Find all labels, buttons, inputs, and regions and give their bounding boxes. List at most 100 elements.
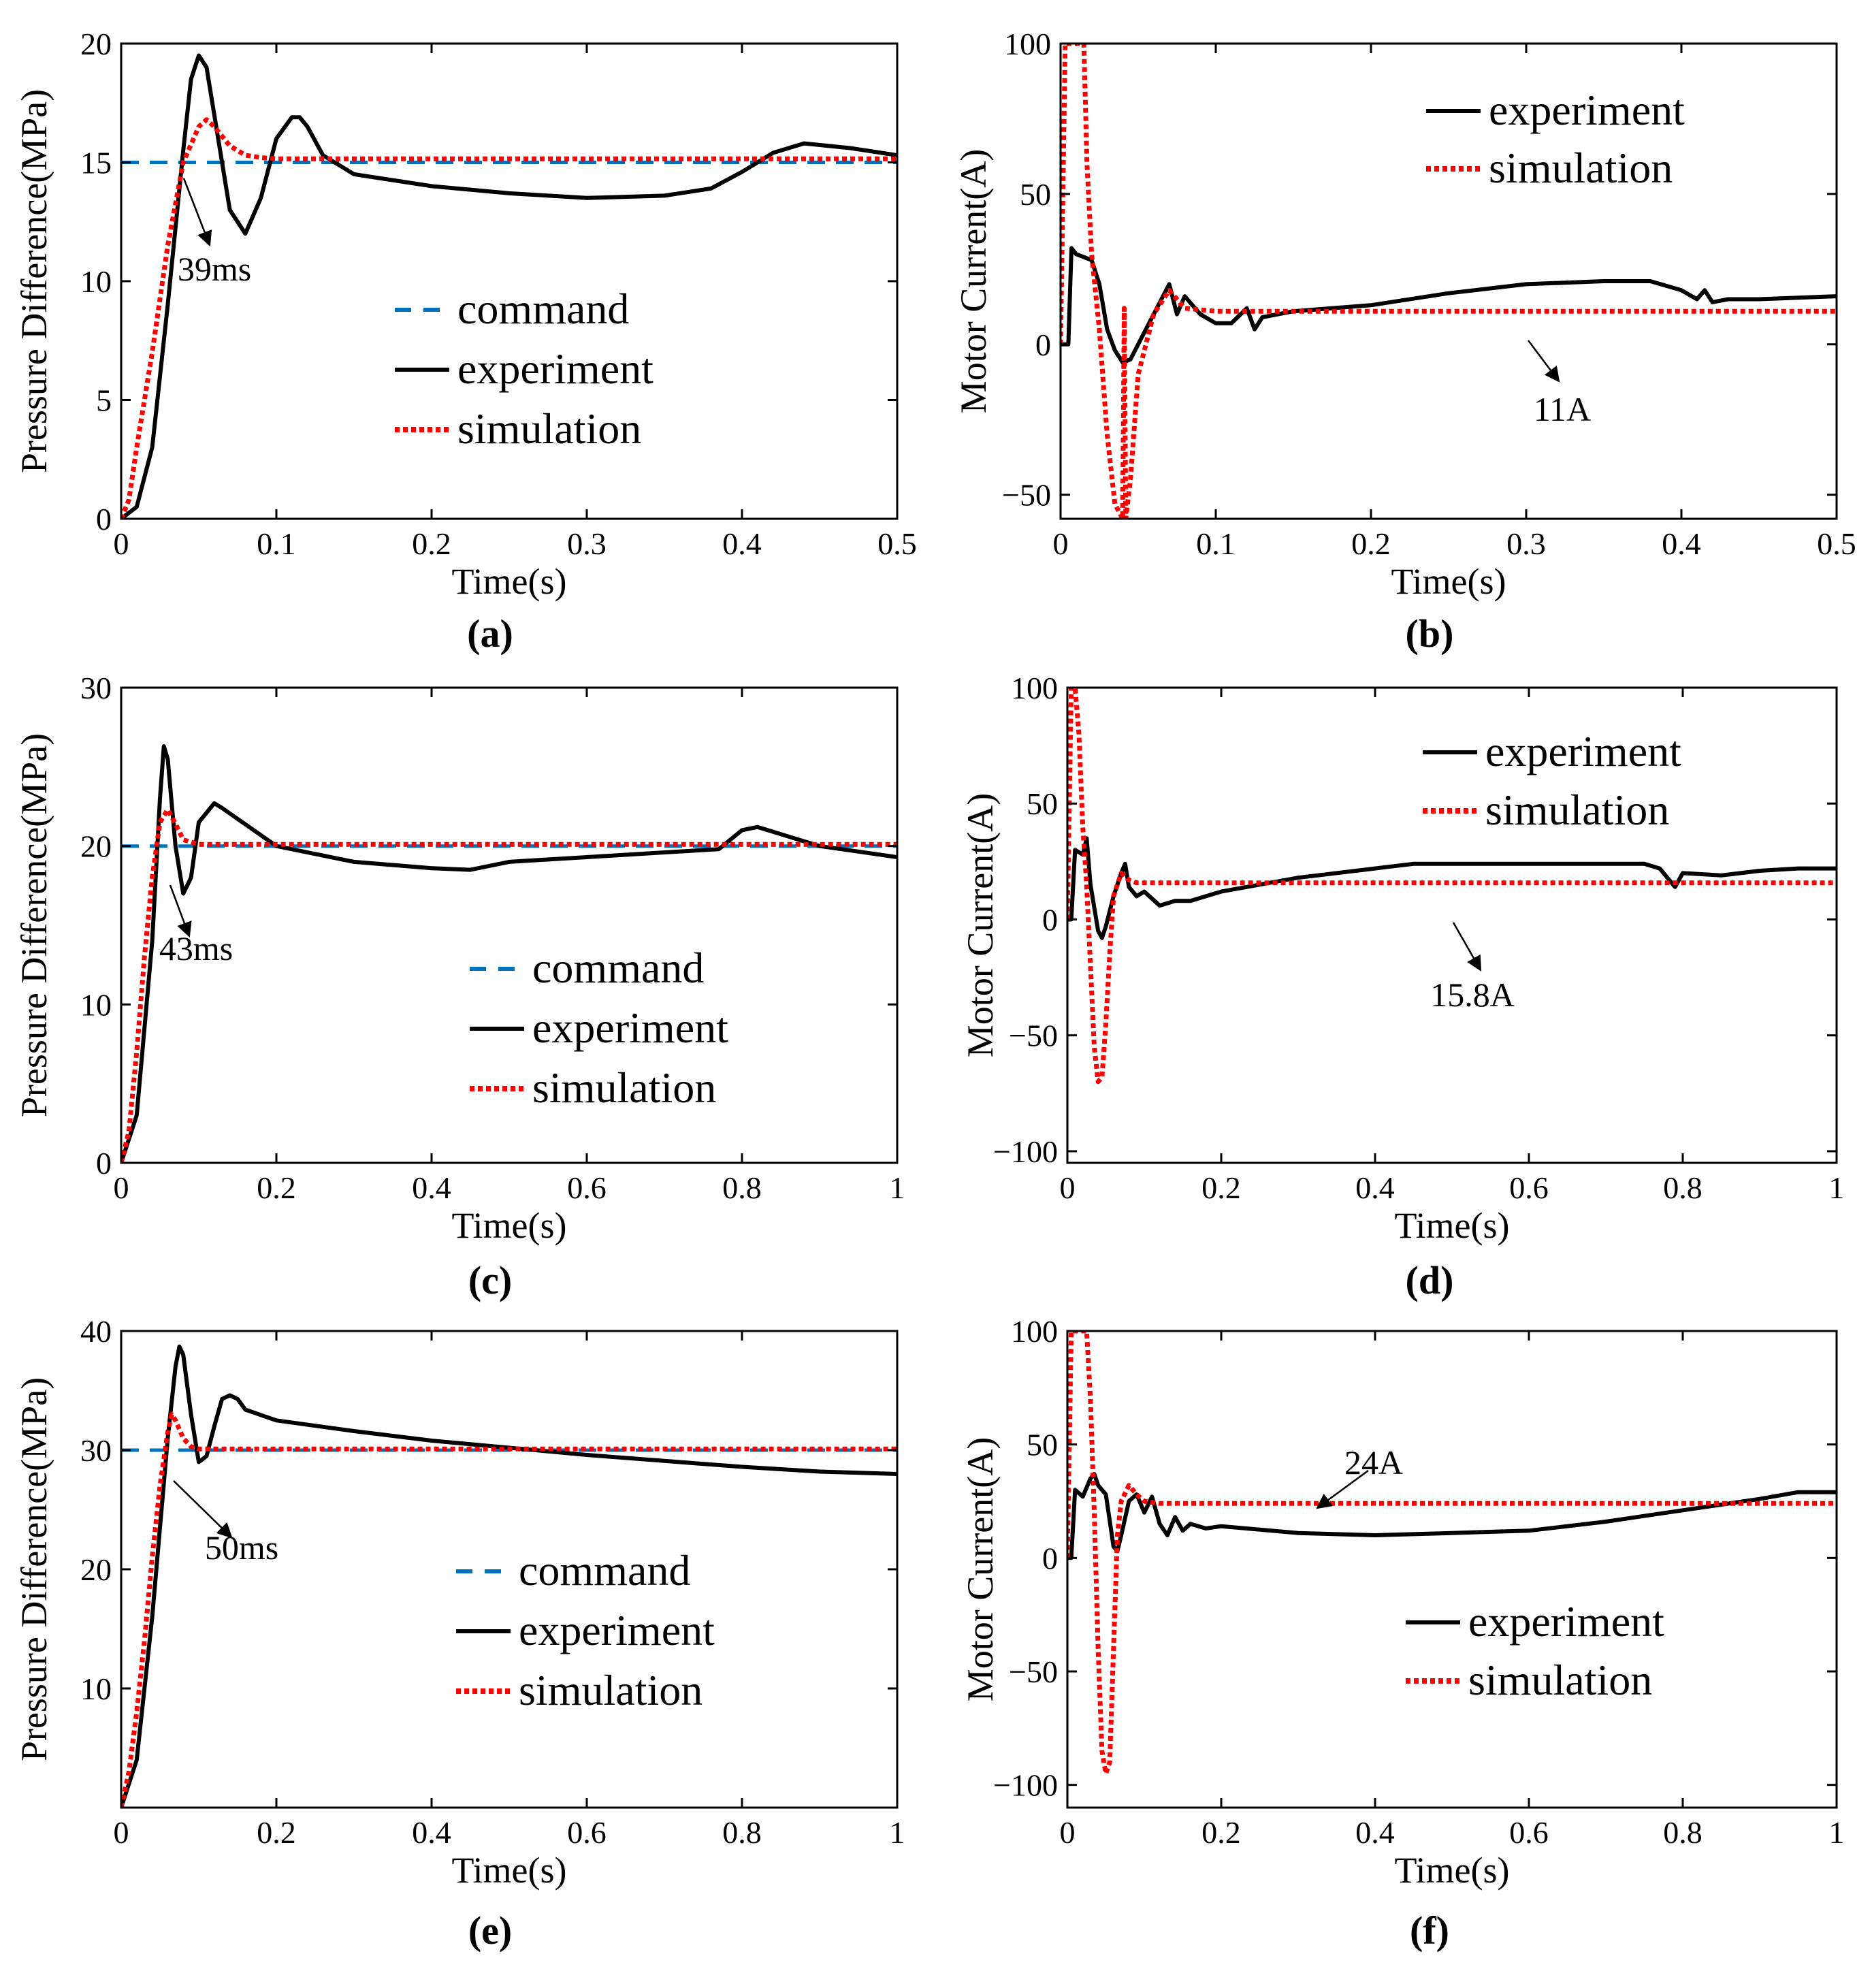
annotation-label: 11A (1534, 390, 1591, 428)
y-tick-label: 0 (1035, 327, 1051, 362)
series-simulation (121, 117, 897, 519)
legend-label-command: command (532, 944, 704, 992)
annotation-label: 15.8A (1430, 976, 1515, 1014)
y-axis-label: Motor Current(A) (960, 1437, 1001, 1701)
y-tick-label: −50 (1009, 1654, 1058, 1689)
y-tick-label: 30 (80, 671, 112, 705)
annotation-arrow (1316, 1469, 1369, 1509)
y-tick-label: 50 (1027, 786, 1058, 821)
panel-label: (e) (468, 1908, 512, 1953)
chart-panel-a: 0 0.1 0.2 0.3 0.4 0.5 0 5 10 15 20 Time(s) Pressure … (14, 27, 917, 656)
annotation-label: 24A (1344, 1443, 1403, 1481)
x-tick-label: 0.2 (257, 1170, 296, 1205)
legend-label-experiment: experiment (532, 1004, 728, 1052)
y-axis-label: Motor Current(A) (953, 149, 994, 413)
series-simulation (1061, 44, 1837, 519)
series-experiment (1067, 1472, 1837, 1560)
legend: experiment simulation (1423, 727, 1681, 834)
series-experiment (121, 1344, 897, 1808)
y-axis-label: Pressure Difference(MPa) (14, 89, 54, 473)
x-tick-label: 0.6 (1509, 1170, 1549, 1205)
y-tick-label: 15 (80, 146, 112, 180)
series-experiment (121, 53, 897, 519)
legend-label-simulation: simulation (532, 1063, 716, 1112)
x-tick-label: 0.4 (412, 1170, 451, 1205)
annotation-arrow (173, 1480, 233, 1539)
x-tick-label: 0.6 (1509, 1815, 1549, 1850)
y-tick-label: 0 (1042, 902, 1058, 937)
y-tick-label: −50 (1002, 478, 1051, 513)
x-tick-label: 0.1 (1196, 526, 1236, 561)
annotation-label: 43ms (159, 929, 233, 967)
y-tick-label: 10 (80, 264, 112, 299)
y-tick-label: 20 (80, 27, 112, 61)
legend-label-simulation: simulation (519, 1666, 703, 1714)
x-tick-label: 0 (1060, 1170, 1076, 1205)
y-tick-label: −100 (993, 1134, 1058, 1169)
legend-label-experiment: experiment (1468, 1597, 1664, 1646)
legend: command experiment simulation (470, 944, 728, 1112)
x-tick-label: 0.5 (877, 526, 917, 561)
y-tick-label: 20 (80, 829, 112, 864)
x-tick-label: 1 (890, 1815, 905, 1850)
plot-frame (1066, 1330, 1838, 1809)
x-tick-label: 0.8 (722, 1815, 762, 1850)
x-tick-label: 0.8 (1663, 1815, 1702, 1850)
annotation-arrow (169, 884, 192, 938)
y-tick-label: 50 (1020, 177, 1051, 212)
x-axis-label: Time(s) (1394, 1850, 1509, 1891)
y-tick-label: 0 (96, 502, 112, 536)
legend-label-simulation: simulation (1489, 144, 1673, 192)
legend-label-command: command (519, 1546, 690, 1594)
y-axis-label: Motor Current(A) (960, 793, 1001, 1057)
legend-label-experiment: experiment (1489, 86, 1685, 134)
x-tick-label: 0.2 (1201, 1170, 1241, 1205)
x-tick-label: 0 (114, 526, 129, 561)
x-tick-label: 0.8 (722, 1170, 762, 1205)
annotation-label: 39ms (178, 250, 251, 288)
y-tick-label: 40 (80, 1314, 112, 1349)
x-tick-label: 1 (890, 1170, 905, 1205)
x-tick-label: 0 (114, 1815, 129, 1850)
plot-frame (120, 1330, 899, 1809)
x-tick-label: 0.4 (412, 1815, 451, 1850)
legend: experiment simulation (1426, 86, 1685, 192)
y-tick-label: 20 (80, 1552, 112, 1587)
chart-panel-e: 0 0.2 0.4 0.6 0.8 1 10 20 30 40 Time(s) Pressure Di… (14, 1314, 905, 1953)
y-axis-label: Pressure Difference(MPa) (14, 733, 54, 1117)
legend: command experiment simulation (395, 285, 653, 453)
chart-panel-f: 0 0.2 0.4 0.6 0.8 1 −100 −50 0 50 100 Time(s) Motor … (960, 1314, 1845, 1953)
annotation-arrow (182, 178, 212, 247)
panel-label: (c) (468, 1258, 512, 1302)
y-tick-label: −100 (993, 1768, 1058, 1803)
y-tick-label: 100 (1011, 671, 1058, 705)
x-tick-label: 1 (1829, 1170, 1845, 1205)
y-tick-label: 100 (1004, 27, 1051, 61)
y-tick-label: 30 (80, 1433, 112, 1468)
panel-label: (b) (1406, 611, 1454, 656)
x-tick-label: 1 (1829, 1815, 1845, 1850)
y-tick-label: 50 (1027, 1428, 1058, 1462)
x-tick-label: 0.8 (1663, 1170, 1702, 1205)
x-axis-label: Time(s) (1394, 1205, 1509, 1246)
chart-panel-d: 0 0.2 0.4 0.6 0.8 1 −100 −50 0 50 100 Time(s) Motor … (960, 671, 1845, 1302)
legend-label-command: command (457, 285, 629, 333)
series-simulation (1067, 688, 1837, 1085)
legend-label-simulation: simulation (1468, 1656, 1652, 1704)
series-simulation (1067, 1331, 1837, 1776)
x-axis-label: Time(s) (451, 561, 566, 602)
x-tick-label: 0.4 (1662, 526, 1701, 561)
x-axis-label: Time(s) (451, 1850, 566, 1891)
series-experiment (1061, 246, 1837, 365)
legend: experiment simulation (1406, 1597, 1664, 1704)
y-axis-label: Pressure Difference(MPa) (14, 1377, 54, 1761)
panel-label: (f) (1410, 1908, 1449, 1953)
x-tick-label: 0.6 (567, 1815, 607, 1850)
y-tick-label: 0 (96, 1146, 112, 1181)
x-tick-label: 0.3 (1506, 526, 1546, 561)
plot-frame (120, 686, 899, 1164)
x-tick-label: 0.5 (1817, 526, 1856, 561)
